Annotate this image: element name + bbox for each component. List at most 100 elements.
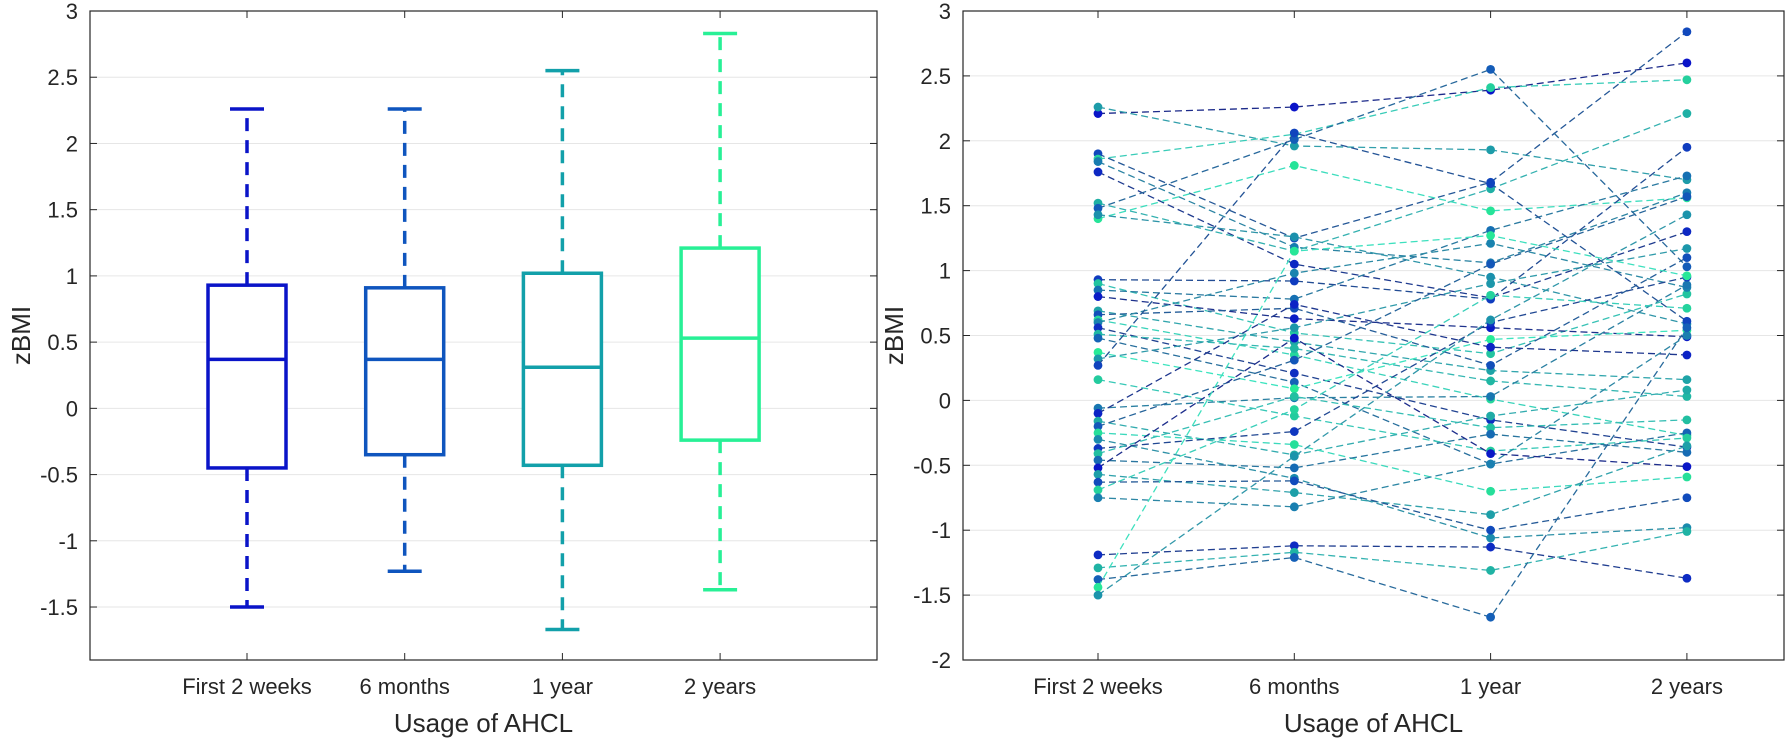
data-point [1289,299,1299,309]
data-point [1289,384,1299,394]
data-point [1486,411,1495,421]
trajectory-line [1097,79,1687,160]
x-tick-label: First 2 weeks [182,674,312,699]
data-point [1682,433,1692,443]
data-point [1289,368,1299,378]
data-point [1486,510,1495,520]
x-axis-label: Usage of AHCL [1284,708,1463,738]
data-point [1289,541,1299,551]
trajectory-line [1097,389,1687,456]
data-point [1486,290,1495,300]
data-point [1682,262,1692,272]
data-point [1289,314,1299,324]
data-point [1093,167,1103,177]
boxplot-panel: -1.5 -1 -0.5 0 0.5 1 1.5 2 2.5 3 First 2 weeks 6 mo… [6,0,878,738]
data-point [1682,27,1692,37]
y-tick-label: 0.5 [47,330,78,355]
data-point [1486,206,1495,216]
data-point [1093,279,1103,288]
y-tick-label: 2 [66,131,78,156]
trajectory-line [1097,62,1687,115]
data-point [1682,323,1692,333]
data-point [1093,469,1103,479]
data-point [1486,342,1495,352]
data-point [1289,128,1299,138]
y-tick-label: 3 [66,0,78,24]
data-point [1486,349,1495,359]
data-point [1093,292,1103,301]
data-point [1093,582,1103,592]
y-tick-label: -1 [58,529,78,554]
data-point [1289,440,1299,449]
data-point [1682,303,1692,313]
y-tick-label: -1.5 [40,595,78,620]
y-tick-label: 1.5 [47,198,78,223]
data-point [1682,392,1692,401]
data-point [1486,145,1495,155]
data-point [1093,354,1103,364]
data-point [1093,333,1103,343]
data-point [1682,227,1692,237]
trajectory-line [1097,257,1688,367]
data-point [1093,428,1103,438]
trajectory-line [1097,31,1688,239]
plot-frame [962,10,1785,661]
y-tick-label: -1.5 [913,583,951,608]
y-tick-label: 2 [939,129,951,154]
data-point [1093,421,1103,431]
data-point [1682,316,1692,326]
data-point [1093,360,1103,370]
data-point [1289,141,1299,151]
data-point [1289,355,1299,365]
trajectory-line [1097,195,1688,427]
data-point [1682,415,1692,425]
data-point [1682,447,1692,457]
y-tick-label: 0 [939,388,951,413]
x-tick-label: 2 years [684,674,756,699]
data-point [1682,244,1692,253]
y-axis-label: zBMI [879,306,909,365]
data-point [1289,161,1299,170]
y-tick-label: 2.5 [920,64,951,89]
data-point [1093,563,1103,573]
trajectory-line [1097,164,1687,220]
trajectory-line [1097,282,1688,355]
data-point [1289,427,1299,436]
y-tick-label: 1.5 [920,194,951,219]
iqr-box [363,286,446,457]
data-point [1093,449,1103,459]
data-point [1486,231,1495,240]
trajectory-line [1097,433,1687,469]
data-point [1486,315,1495,325]
data-point [1486,272,1495,282]
data-point [1093,157,1103,166]
iqr-box [679,246,761,442]
data-point [1289,476,1299,486]
data-point [1289,344,1299,353]
data-point [1682,493,1692,503]
trajectory-line [1097,276,1688,450]
data-point [1486,179,1495,189]
data-point [1682,441,1692,451]
y-tick-label: 3 [939,0,951,24]
data-point [1093,210,1103,220]
data-point [1682,171,1692,181]
data-point [1486,533,1495,543]
data-point [1093,203,1103,213]
trajectory-line [1097,160,1688,264]
data-point [1289,377,1299,387]
y-tick-label: 0 [66,396,78,421]
iqr-box [521,271,604,468]
data-point [1093,285,1103,295]
data-point [1093,434,1103,444]
trajectory-line [1097,234,1688,588]
y-axis-label: zBMI [6,306,36,365]
x-tick-label: 2 years [1651,674,1723,699]
data-point [1682,472,1692,482]
trajectory-line [1097,329,1687,390]
x-tick-label: 6 months [1249,674,1340,699]
trajectory-line [1097,445,1688,516]
x-tick-label: 6 months [359,674,450,699]
trajectory-line [1097,106,1687,181]
